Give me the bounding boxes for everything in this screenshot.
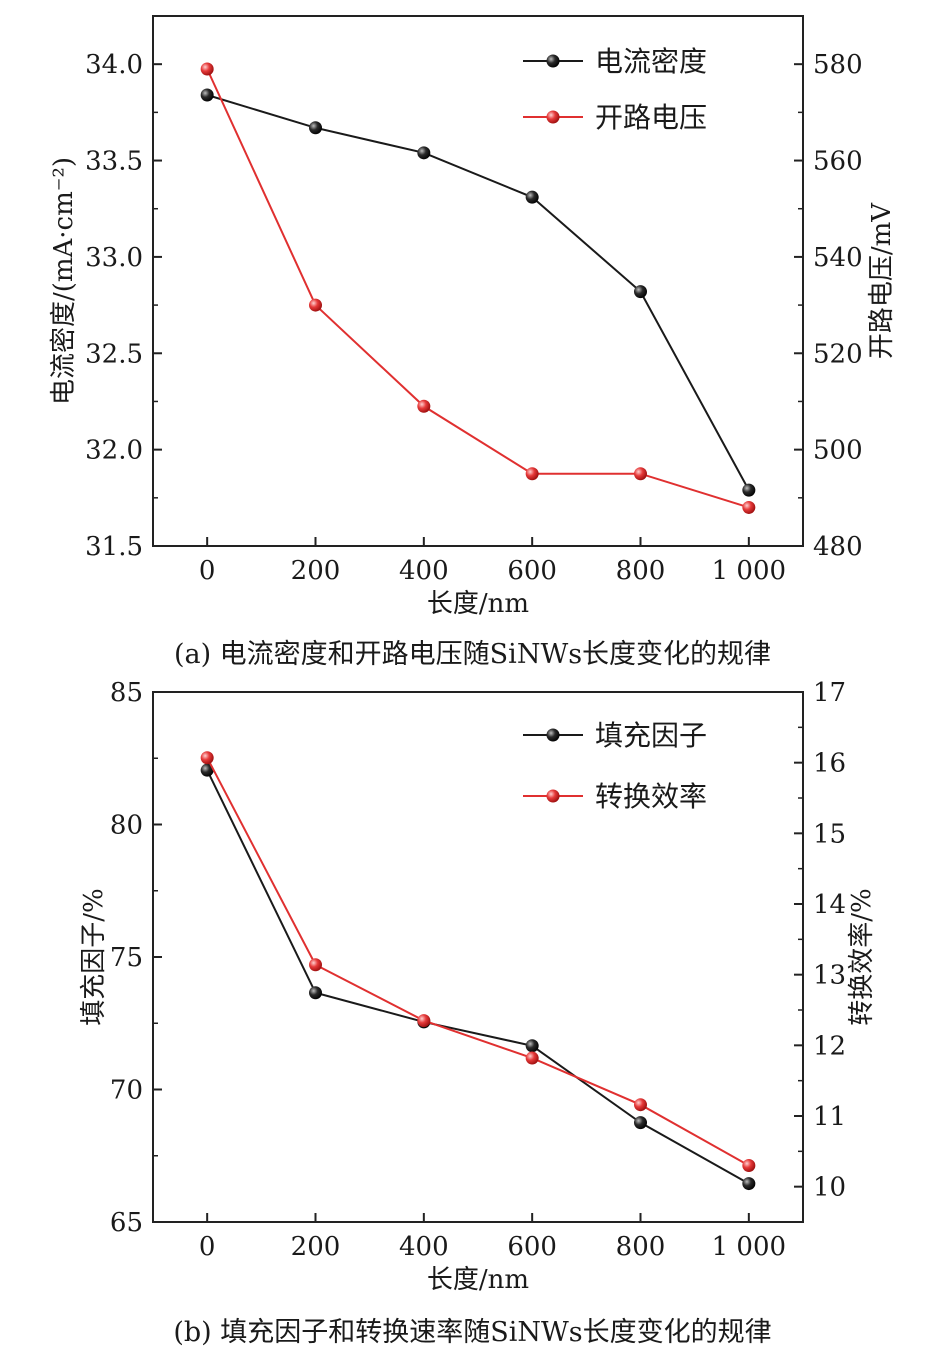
y-right-tick-label: 16 [813,749,846,779]
data-point [309,986,322,1000]
data-point [634,1098,647,1112]
x-tick-label: 800 [616,1232,666,1262]
y-right-tick-label: 15 [813,819,846,849]
y-right-tick-label: 13 [813,961,846,991]
x-axis-label: 长度/nm [427,1265,529,1295]
y-right-tick-label: 12 [813,1031,846,1061]
caption-b: (b) 填充因子和转换速率随SiNWs长度变化的规律 [173,1317,772,1348]
data-point [309,298,322,312]
y-left-tick-label: 31.5 [85,532,143,562]
x-tick-label: 800 [616,556,666,586]
x-tick-label: 400 [399,1232,449,1262]
legend-marker [546,789,560,803]
data-point [525,1051,539,1065]
y-left-axis-label: 填充因子/% [79,888,109,1025]
series-line [206,757,750,1167]
chart-current-voltage: 0 200 400 600 800 1 000 长度/nm 31.5 32.0 32.5 33.0 3… [49,15,897,619]
x-tick-label: 1 000 [712,1232,786,1262]
caption-a: (a) 电流密度和开路电压随SiNWs长度变化的规律 [173,639,772,670]
y-right-axis-label: 开路电压/mV [867,202,897,359]
data-point [742,500,756,514]
x-tick-label: 0 [199,1232,216,1262]
y-left-tick-label: 85 [110,678,143,708]
y-right-tick-label: 10 [813,1173,846,1203]
x-tick-label: 1 000 [712,556,786,586]
y-left-axis-label: 电流密度/(mA·cm⁻²) [49,157,79,405]
y-left-tick-label: 32.0 [85,436,143,466]
y-right-tick-label: 17 [813,678,846,708]
y-left-tick-label: 65 [110,1208,143,1238]
y-right-axis-label: 转换效率/% [847,888,877,1025]
y-left-tick-label: 34.0 [85,50,143,80]
series-line [206,94,750,491]
series-line [206,769,750,1185]
x-tick-label: 600 [507,1232,557,1262]
x-tick-label: 200 [291,556,341,586]
data-point [200,763,214,777]
data-point [634,285,647,299]
legend-marker [546,728,560,742]
data-point [525,467,539,481]
y-right-tick-label: 480 [813,532,863,562]
series-line [206,68,750,509]
y-left-tick-label: 33.0 [85,243,143,273]
y-right-tick-label: 14 [813,890,846,920]
data-point [742,1177,756,1191]
y-right-tick-label: 11 [813,1102,846,1132]
x-tick-label: 400 [399,556,449,586]
data-point [417,146,431,160]
y-left-tick-label: 32.5 [85,339,143,369]
data-point [200,62,214,76]
y-left-tick-label: 75 [110,943,143,973]
y-left-tick-label: 70 [110,1076,143,1106]
legend-label: 开路电压 [595,101,707,134]
y-right-tick-label: 580 [813,50,863,80]
data-point [525,1039,539,1053]
y-left-tick-label: 80 [110,811,143,841]
y-left-tick-label: 33.5 [85,147,143,177]
data-point [309,121,322,135]
y-right-tick-label: 540 [813,243,863,273]
plot-frame [152,691,804,1223]
chart-fill-factor-efficiency: 0 200 400 600 800 1 000 长度/nm 65 70 75 80 85 10 11 12 1… [79,678,877,1295]
plot-frame [152,15,804,547]
x-tick-label: 0 [199,556,216,586]
data-point [742,483,756,497]
y-right-tick-label: 520 [813,339,863,369]
data-point [417,399,431,413]
y-right-tick-label: 560 [813,147,863,177]
legend-label: 电流密度 [595,45,707,78]
x-tick-label: 200 [291,1232,341,1262]
legend-marker [546,54,560,68]
data-point [200,751,214,765]
legend-label: 填充因子 [595,719,707,752]
legend-marker [546,110,560,124]
data-point [417,1014,431,1028]
x-axis-label: 长度/nm [427,589,529,619]
data-point [634,1116,647,1130]
x-tick-label: 600 [507,556,557,586]
data-point [525,190,539,204]
data-point [634,467,647,481]
y-right-tick-label: 500 [813,436,863,466]
legend-label: 转换效率 [595,780,707,813]
data-point [200,88,214,102]
data-point [309,958,322,972]
data-point [742,1158,756,1172]
